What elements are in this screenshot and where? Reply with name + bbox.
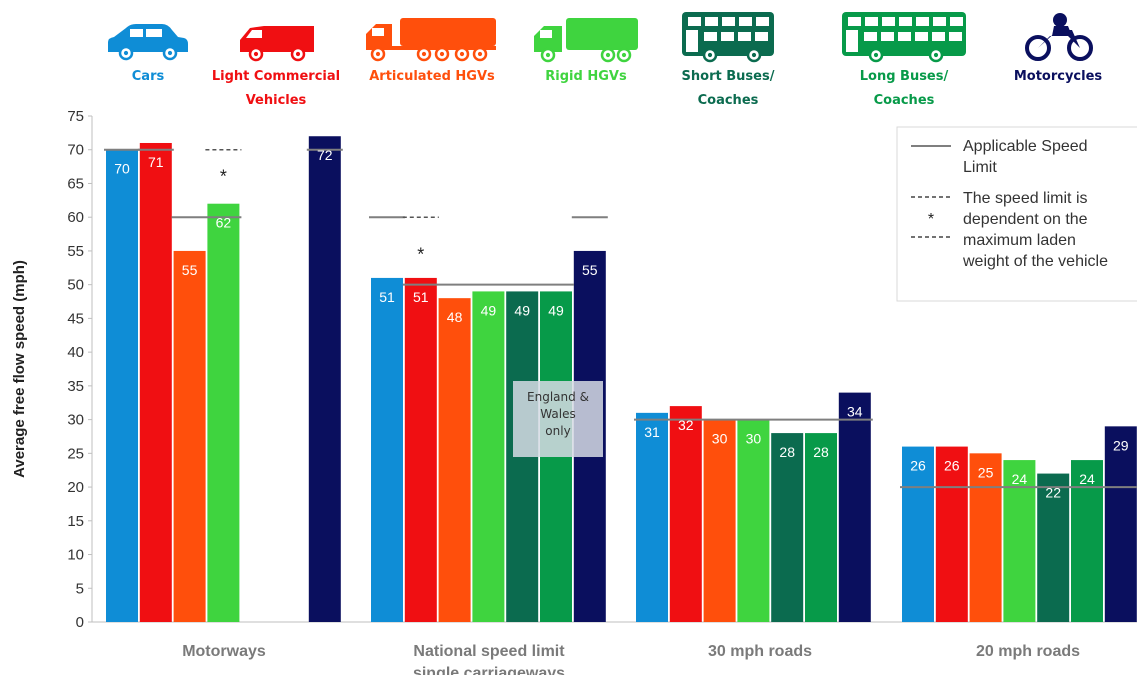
data-label-long-buses-coaches-national-speed-limit-single-carriageways: 49 [548,302,564,318]
vehicle-label-cars: Cars [132,69,165,84]
y-axis-title: Average free flow speed (mph) [11,260,28,478]
data-label-rigid-hgvs-motorways: 62 [216,215,232,231]
y-tick-label: 20 [67,479,84,496]
data-label-motorcycles-30-mph-roads: 34 [847,404,863,420]
bar-articulated-hgvs-30-mph-roads [703,419,736,622]
bar-cars-national-speed-limit-single-carriageways [371,277,403,622]
vehicle-label-long-buses-coaches: Long Buses/Coaches [860,69,949,108]
group-label-30-mph-roads: 30 mph roads [708,643,812,660]
y-tick-label: 25 [67,445,84,462]
group-label-motorways: Motorways [182,643,266,660]
data-label-light-commercial-vehicles-national-speed-limit-single-carriageways: 51 [413,289,429,305]
vehicle-icons: Cars Light Commercial Vehicles Articulated … [108,12,1102,108]
data-label-articulated-hgvs-national-speed-limit-single-carriageways: 48 [447,309,463,325]
bar-motorcycles-30-mph-roads [838,392,871,622]
y-tick-label: 35 [67,378,84,395]
data-label-motorcycles-national-speed-limit-single-carriageways: 55 [582,262,598,278]
legend-box [896,126,1137,302]
y-tick-label: 40 [67,344,84,361]
bar-light-commercial-vehicles-20-mph-roads [935,446,968,622]
y-tick-label: 70 [67,142,84,159]
bar-cars-20-mph-roads [902,446,934,622]
annotation-text: England & Wales only [527,390,589,438]
data-label-short-buses-coaches-30-mph-roads: 28 [779,444,795,460]
y-tick-label: 55 [67,243,84,260]
asterisk-marker: * [220,167,227,187]
bar-motorcycles-20-mph-roads [1104,426,1137,622]
data-label-articulated-hgvs-motorways: 55 [182,262,198,278]
bar-light-commercial-vehicles-national-speed-limit-single-carriageways [404,277,437,622]
y-tick-label: 15 [67,513,84,530]
vehicle-label-motorcycles: Motorcycles [1014,69,1103,84]
y-tick-label: 50 [67,277,84,294]
data-label-articulated-hgvs-20-mph-roads: 25 [978,464,994,480]
group-label-national-speed-limit-single-carriageways: National speed limit single carriageways [413,643,565,675]
y-tick-label: 10 [67,547,84,564]
asterisk-marker: * [417,244,424,264]
short-bus-icon [682,12,774,63]
long-bus-icon [842,12,966,63]
data-label-rigid-hgvs-20-mph-roads: 24 [1012,471,1028,487]
data-label-motorcycles-motorways: 72 [317,147,333,163]
vehicle-label-short-buses-coaches: Short Buses/Coaches [682,69,775,108]
data-label-cars-30-mph-roads: 31 [644,424,660,440]
data-label-long-buses-coaches-30-mph-roads: 28 [813,444,829,460]
bar-articulated-hgvs-motorways [173,250,206,622]
data-label-rigid-hgvs-national-speed-limit-single-carriageways: 49 [481,302,497,318]
y-axis: 0 5 10 15 20 25 30 35 40 45 50 55 60 65 70 75 Average fr… [11,108,1137,675]
bar-rigid-hgvs-national-speed-limit-single-carriageways [472,291,505,622]
data-label-light-commercial-vehicles-20-mph-roads: 26 [944,458,960,474]
bar-rigid-hgvs-30-mph-roads [737,419,770,622]
vehicle-label-rigid-hgvs: Rigid HGVs [545,69,627,84]
annotation-box [513,381,603,457]
legend-asterisk: * [928,211,934,228]
rigid-hgv-icon [534,18,638,63]
articulated-hgv-icon [366,18,496,62]
data-label-short-buses-coaches-20-mph-roads: 22 [1045,485,1061,501]
legend: Applicable Speed Limit * The speed limit is… [896,126,1137,302]
vehicle-label-light-commercial-vehicles: Light Commercial Vehicles [212,69,340,108]
data-label-light-commercial-vehicles-30-mph-roads: 32 [678,417,694,433]
bar-articulated-hgvs-national-speed-limit-single-carriageways [438,298,471,622]
data-label-light-commercial-vehicles-motorways: 71 [148,154,164,170]
y-tick-label: 65 [67,175,84,192]
annotations: England & Wales only [513,381,603,457]
y-tick-label: 30 [67,412,84,429]
data-label-cars-20-mph-roads: 26 [910,458,926,474]
bar-rigid-hgvs-motorways [207,203,240,622]
y-tick-label: 5 [76,580,84,597]
y-tick-label: 60 [67,209,84,226]
y-tick-label: 0 [76,614,84,631]
data-label-rigid-hgvs-30-mph-roads: 30 [746,431,762,447]
y-tick-label: 75 [67,108,84,125]
car-icon [108,24,188,61]
legend-entry-weight-dependent: The speed limit is dependent on the maximu… [962,190,1108,270]
vehicle-label-articulated-hgvs: Articulated HGVs [369,69,495,84]
data-label-cars-national-speed-limit-single-carriageways: 51 [379,289,395,305]
y-tick-label: 45 [67,310,84,327]
bars [106,136,1137,623]
data-label-motorcycles-20-mph-roads: 29 [1113,437,1129,453]
group-label-20-mph-roads: 20 mph roads [976,643,1080,660]
bar-value-labels: 70 51 31 26 71 51 32 26 55 48 30 25 62 49 30 24 49 28 22 49… [114,147,1129,500]
bar-light-commercial-vehicles-motorways [139,142,172,622]
data-label-long-buses-coaches-20-mph-roads: 24 [1079,471,1095,487]
bar-cars-motorways [106,149,138,622]
legend-entry-speed-limit: Applicable Speed Limit [963,138,1088,176]
motorcycle-icon [1025,13,1093,61]
data-label-articulated-hgvs-30-mph-roads: 30 [712,431,728,447]
bar-short-buses-coaches-30-mph-roads [771,433,804,622]
bar-cars-30-mph-roads [636,412,668,622]
data-label-cars-motorways: 70 [114,161,130,177]
bar-motorcycles-motorways [308,136,341,623]
bar-long-buses-coaches-30-mph-roads [805,433,837,622]
bar-articulated-hgvs-20-mph-roads [969,453,1002,622]
bar-light-commercial-vehicles-30-mph-roads [669,406,702,622]
data-label-short-buses-coaches-national-speed-limit-single-carriageways: 49 [514,302,530,318]
speed-limit-lines: ** [104,148,1137,489]
bar-short-buses-coaches-20-mph-roads [1037,473,1070,622]
van-icon [240,26,314,62]
